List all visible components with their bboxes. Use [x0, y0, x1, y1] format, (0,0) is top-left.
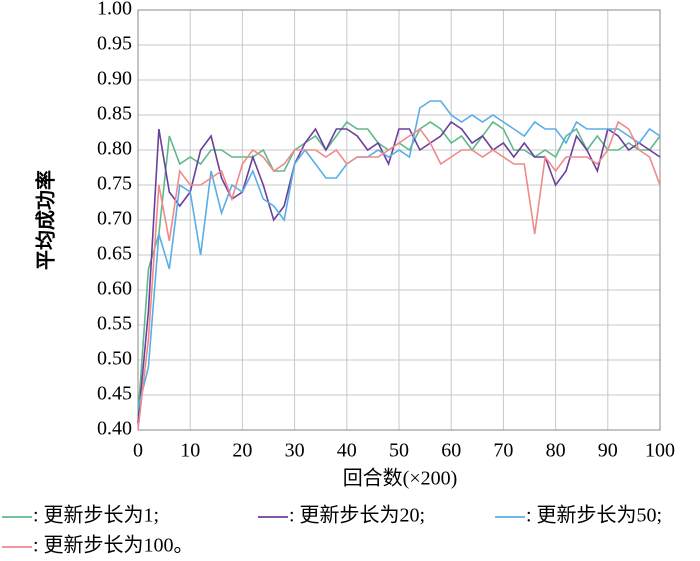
legend-label: : 更新步长为50;: [526, 504, 662, 527]
y-tick-label: 0.40: [97, 418, 132, 440]
x-tick-label: 50: [389, 440, 409, 462]
x-tick-label: 10: [180, 440, 200, 462]
y-tick-label: 0.80: [97, 138, 132, 160]
y-tick-label: 0.95: [97, 33, 132, 55]
plot-frame: [137, 9, 661, 431]
x-tick-label: 30: [285, 440, 305, 462]
y-tick-label: 0.70: [97, 208, 132, 230]
y-axis-label: 平均成功率: [34, 170, 58, 270]
x-tick-label: 0: [133, 440, 143, 462]
x-tick-label: 80: [546, 440, 566, 462]
y-tick-label: 0.90: [97, 68, 132, 90]
y-tick-label: 0.65: [97, 243, 132, 265]
x-tick-label: 20: [232, 440, 252, 462]
y-tick-label: 0.60: [97, 278, 132, 300]
legend-label: : 更新步长为1;: [33, 504, 159, 527]
y-tick-label: 0.85: [97, 103, 132, 125]
y-tick-label: 0.50: [97, 348, 132, 370]
series-line: [137, 120, 661, 431]
y-tick-label: 0.45: [97, 383, 132, 405]
series-line: [137, 100, 661, 410]
y-tick-label: 0.55: [97, 313, 132, 335]
series-line: [137, 120, 661, 424]
x-tick-label: 90: [598, 440, 618, 462]
legend-label: : 更新步长为20;: [289, 504, 425, 527]
x-tick-label: 70: [493, 440, 513, 462]
x-tick-label: 40: [337, 440, 357, 462]
x-tick-label: 60: [441, 440, 461, 462]
legend-label: : 更新步长为100。: [33, 534, 194, 557]
x-axis-label: 回合数(×200): [343, 467, 458, 490]
y-tick-label: 0.75: [97, 173, 132, 195]
y-tick-label: 1.00: [97, 0, 132, 20]
x-tick-label: 100: [645, 440, 675, 462]
